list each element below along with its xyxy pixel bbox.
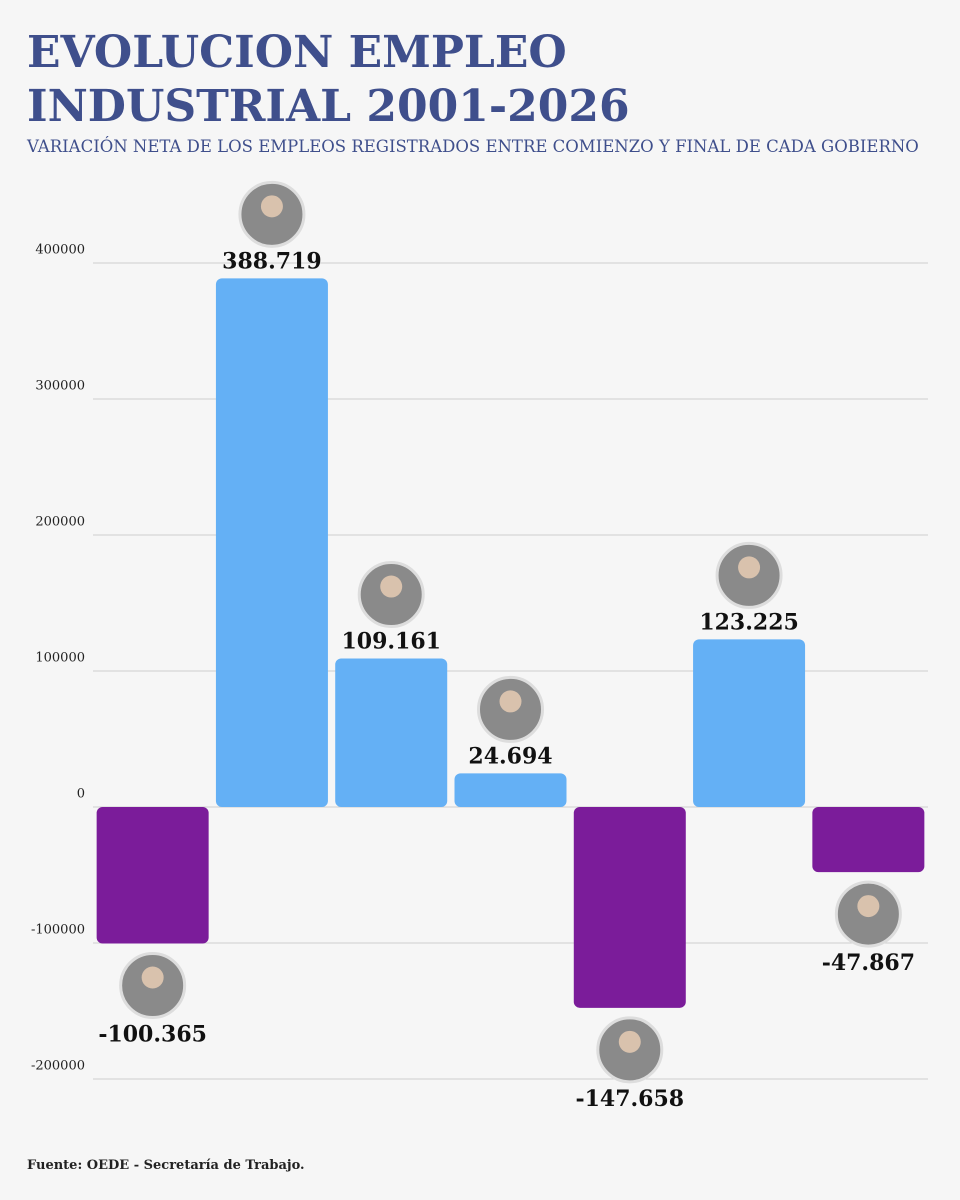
portrait-head (141, 966, 164, 989)
y-tick-label: 0 (77, 787, 85, 802)
y-tick-label: -100000 (31, 923, 85, 938)
portrait-head (738, 556, 761, 579)
y-tick-label: 200000 (35, 515, 85, 530)
bar (693, 639, 806, 807)
bar (335, 658, 448, 807)
source-note: Fuente: OEDE - Secretaría de Trabajo. (27, 1158, 305, 1173)
bar (573, 807, 686, 1008)
bar (215, 278, 328, 807)
value-label: -47.867 (822, 950, 915, 976)
bar (454, 773, 567, 807)
portrait-head (618, 1030, 641, 1053)
chart-title: EVOLUCION EMPLEO INDUSTRIAL 2001-2026 (27, 27, 630, 132)
value-label: -147.658 (575, 1086, 684, 1112)
value-label: 123.225 (699, 609, 799, 635)
y-tick-label: 100000 (35, 651, 85, 666)
chart-subtitle: VARIACIÓN NETA DE LOS EMPLEOS REGISTRADO… (27, 137, 919, 156)
portrait-head (499, 690, 522, 713)
value-label: -100.365 (98, 1021, 207, 1047)
bar (812, 807, 925, 873)
value-label: 388.719 (222, 248, 322, 274)
portrait-head (857, 895, 880, 918)
portrait-head (260, 195, 283, 218)
y-tick-label: -200000 (31, 1059, 85, 1074)
y-tick-label: 400000 (35, 243, 85, 258)
bar (96, 807, 209, 944)
y-tick-label: 300000 (35, 379, 85, 394)
value-label: 109.161 (341, 629, 441, 655)
portrait-head (380, 575, 403, 598)
value-label: 24.694 (468, 743, 552, 769)
